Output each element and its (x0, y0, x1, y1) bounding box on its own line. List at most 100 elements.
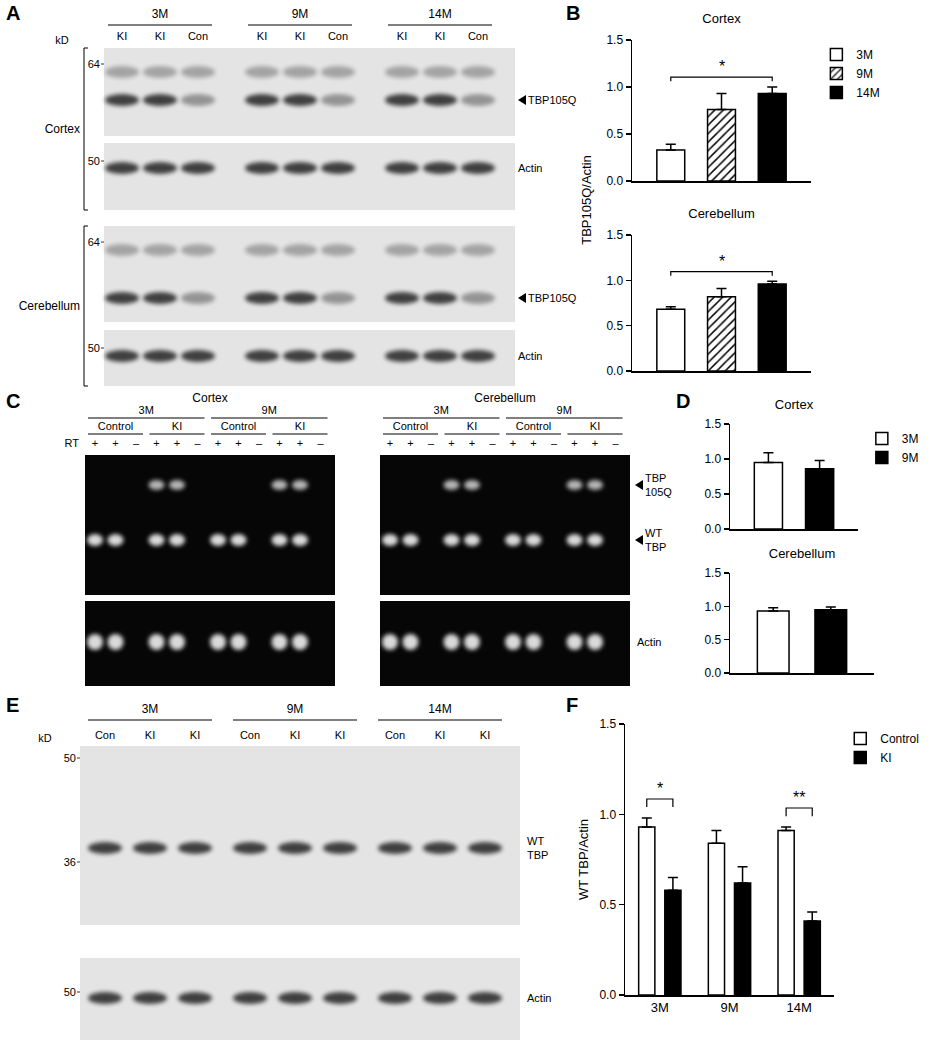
svg-text:*: * (719, 58, 725, 75)
svg-text:Cortex: Cortex (45, 122, 80, 136)
svg-text:D: D (676, 390, 690, 412)
svg-text:1.0: 1.0 (606, 274, 623, 288)
svg-text:0.0: 0.0 (606, 174, 623, 188)
svg-text:Con: Con (328, 30, 348, 42)
svg-text:Cortex: Cortex (702, 11, 741, 26)
svg-text:0.0: 0.0 (704, 522, 721, 536)
svg-text:+: + (297, 437, 303, 449)
svg-text:14M: 14M (428, 702, 451, 716)
svg-text:F: F (566, 694, 578, 716)
svg-text:KI: KI (480, 729, 490, 741)
svg-text:Control: Control (221, 420, 256, 432)
svg-text:+: + (448, 437, 454, 449)
svg-text:36: 36 (64, 856, 76, 868)
svg-text:KI: KI (190, 729, 200, 741)
svg-text:KI: KI (467, 420, 477, 432)
svg-text:TBP: TBP (645, 472, 666, 484)
svg-text:*: * (657, 780, 663, 797)
svg-text:9M: 9M (720, 1000, 738, 1015)
svg-text:WT: WT (527, 835, 544, 847)
svg-text:kD: kD (55, 34, 69, 46)
svg-text:0.5: 0.5 (704, 633, 721, 647)
svg-text:14M: 14M (787, 1000, 812, 1015)
svg-text:Actin: Actin (518, 162, 542, 174)
svg-text:B: B (566, 2, 580, 24)
svg-text:9M: 9M (856, 67, 873, 81)
svg-text:3M: 3M (152, 7, 169, 21)
svg-text:TBP105Q: TBP105Q (528, 94, 577, 106)
svg-text:1.5: 1.5 (599, 717, 616, 731)
svg-text:Cerebellum: Cerebellum (688, 206, 754, 221)
svg-text:1.5: 1.5 (606, 33, 623, 47)
svg-text:–: – (612, 437, 619, 449)
svg-text:A: A (6, 2, 20, 24)
svg-text:KI: KI (397, 30, 407, 42)
svg-text:0.5: 0.5 (606, 319, 623, 333)
svg-text:+: + (387, 437, 393, 449)
svg-text:**: ** (793, 789, 805, 806)
svg-text:Cerebellum: Cerebellum (474, 391, 535, 405)
svg-text:TBP: TBP (527, 849, 548, 861)
svg-text:1.5: 1.5 (704, 566, 721, 580)
svg-text:1.5: 1.5 (704, 417, 721, 431)
svg-text:9M: 9M (557, 404, 572, 416)
svg-text:KI: KI (335, 729, 345, 741)
svg-text:3M: 3M (651, 1000, 669, 1015)
svg-text:0.5: 0.5 (599, 898, 616, 912)
svg-text:*: * (719, 253, 725, 270)
svg-text:KI: KI (435, 30, 445, 42)
svg-text:Cerebellum: Cerebellum (769, 546, 835, 561)
svg-text:+: + (174, 437, 180, 449)
svg-text:64: 64 (88, 236, 100, 248)
svg-text:3M: 3M (902, 432, 919, 446)
svg-text:+: + (592, 437, 598, 449)
svg-text:Control: Control (516, 420, 551, 432)
svg-text:64: 64 (88, 58, 100, 70)
svg-text:50: 50 (88, 155, 100, 167)
svg-text:–: – (317, 437, 324, 449)
svg-text:C: C (6, 390, 20, 412)
svg-text:3M: 3M (856, 48, 873, 62)
svg-text:E: E (6, 694, 19, 716)
svg-text:–: – (428, 437, 435, 449)
svg-text:0.0: 0.0 (599, 988, 616, 1002)
svg-text:Control: Control (98, 420, 133, 432)
svg-text:0.0: 0.0 (704, 666, 721, 680)
svg-text:Actin: Actin (637, 636, 661, 648)
svg-text:KI: KI (172, 420, 182, 432)
svg-text:1.0: 1.0 (606, 80, 623, 94)
svg-text:+: + (276, 437, 282, 449)
svg-text:1.5: 1.5 (606, 228, 623, 242)
svg-text:WT: WT (645, 527, 662, 539)
svg-text:–: – (133, 437, 140, 449)
svg-text:KI: KI (290, 729, 300, 741)
svg-text:1.0: 1.0 (704, 452, 721, 466)
svg-text:105Q: 105Q (645, 486, 672, 498)
svg-text:+: + (92, 437, 98, 449)
svg-text:WT TBP/Actin: WT TBP/Actin (576, 819, 591, 900)
svg-text:9M: 9M (902, 451, 919, 465)
svg-text:Con: Con (95, 729, 115, 741)
svg-text:KI: KI (880, 751, 891, 765)
svg-text:+: + (530, 437, 536, 449)
svg-text:1.0: 1.0 (599, 808, 616, 822)
svg-text:50: 50 (64, 986, 76, 998)
svg-text:Cortex: Cortex (192, 391, 227, 405)
svg-text:3M: 3M (434, 404, 449, 416)
svg-text:Con: Con (240, 729, 260, 741)
svg-text:RT: RT (65, 437, 80, 449)
svg-text:–: – (194, 437, 201, 449)
svg-text:+: + (469, 437, 475, 449)
svg-text:KI: KI (590, 420, 600, 432)
svg-text:KI: KI (155, 30, 165, 42)
svg-text:Actin: Actin (527, 992, 551, 1004)
svg-text:KI: KI (295, 420, 305, 432)
svg-text:KI: KI (117, 30, 127, 42)
svg-text:1.0: 1.0 (704, 600, 721, 614)
svg-text:0.5: 0.5 (704, 487, 721, 501)
svg-text:+: + (153, 437, 159, 449)
svg-text:KI: KI (257, 30, 267, 42)
svg-text:+: + (215, 437, 221, 449)
svg-text:0.0: 0.0 (606, 364, 623, 378)
svg-text:3M: 3M (142, 702, 159, 716)
